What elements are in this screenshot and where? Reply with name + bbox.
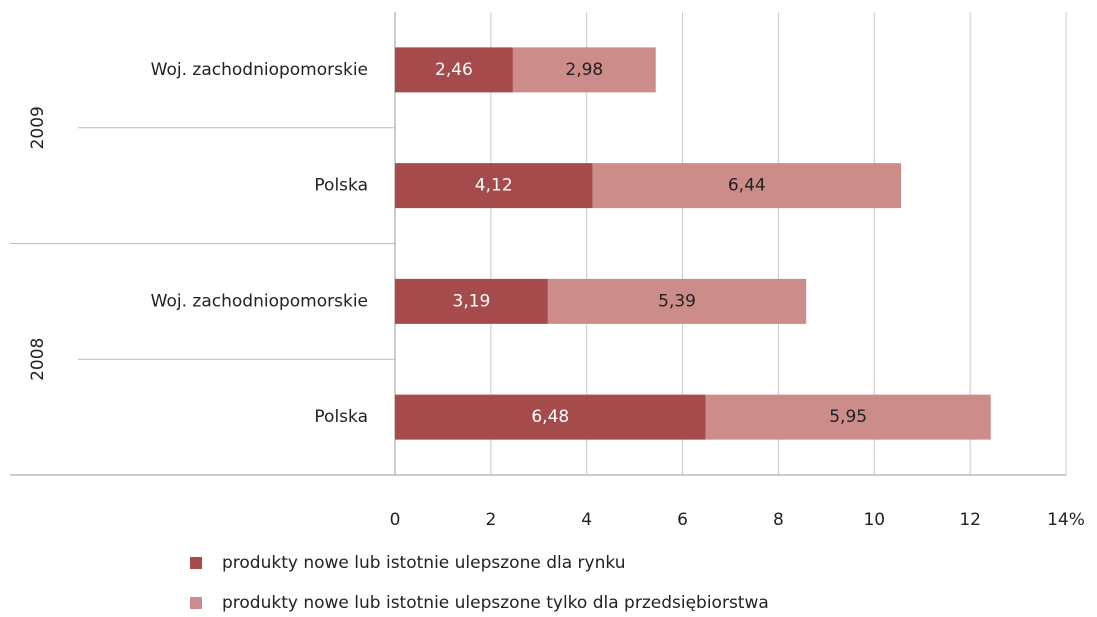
data-label: 3,19	[453, 291, 491, 311]
y-tick-label: Polska	[314, 176, 368, 196]
bar-segment	[395, 394, 706, 440]
bar-segment	[395, 47, 513, 93]
legend-label: produkty nowe lub istotnie ulepszone tyl…	[222, 593, 769, 613]
y-tick-label: Woj. zachodniopomorskie	[151, 291, 368, 311]
data-label: 6,44	[728, 176, 766, 196]
y-tick-label: Polska	[314, 407, 368, 427]
group-label: 2008	[28, 338, 48, 381]
bar-segment	[592, 163, 902, 209]
y-tick-label: Woj. zachodniopomorskie	[151, 60, 368, 80]
x-tick-label: 4	[581, 510, 592, 530]
x-tick-label: 12	[959, 510, 981, 530]
x-tick-label: 10	[863, 510, 885, 530]
bar-segment	[547, 278, 807, 324]
data-label: 5,95	[829, 407, 867, 427]
x-tick-label: 2	[485, 510, 496, 530]
x-tick-label: 6	[677, 510, 688, 530]
x-tick-label: 14%	[1047, 510, 1085, 530]
legend-label: produkty nowe lub istotnie ulepszone dla…	[222, 553, 625, 573]
x-tick-label: 8	[773, 510, 784, 530]
data-label: 5,39	[658, 291, 696, 311]
data-label: 6,48	[531, 407, 569, 427]
legend-swatch	[190, 597, 202, 609]
x-tick-label: 0	[390, 510, 401, 530]
group-label: 2009	[28, 106, 48, 149]
bar-segment	[395, 163, 593, 209]
bar-segment	[705, 394, 991, 440]
data-label: 2,98	[565, 60, 603, 80]
legend-swatch	[190, 557, 202, 569]
data-label: 2,46	[435, 60, 473, 80]
data-label: 4,12	[475, 176, 513, 196]
bar-segment	[395, 278, 548, 324]
bar-segment	[512, 47, 656, 93]
